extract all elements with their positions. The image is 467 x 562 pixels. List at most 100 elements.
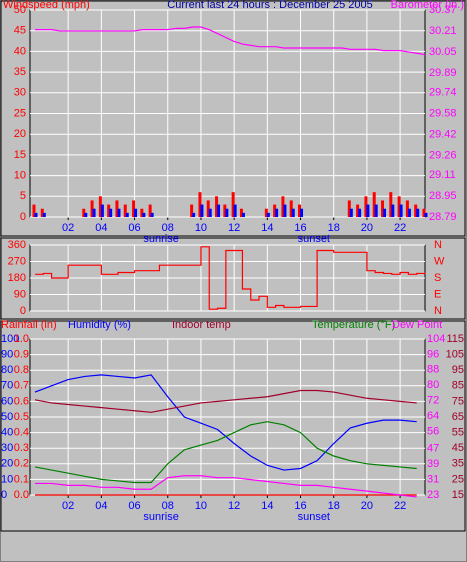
y-tick-label: 0.4: [14, 427, 29, 439]
chart-title: Current last 24 hours : December 25 2005: [167, 0, 372, 11]
bar: [391, 204, 395, 217]
y-tick-label: 180: [8, 272, 26, 284]
y-tick-label: 104: [427, 333, 445, 345]
series-line: [34, 246, 426, 310]
y-tick-label: 29.42: [429, 128, 457, 140]
bar: [123, 204, 127, 217]
x-tick-label: 06: [128, 500, 140, 512]
x-tick-label: 18: [328, 500, 340, 512]
x-tick-label: 22: [394, 222, 406, 234]
bar: [150, 212, 154, 217]
y-tick-label: 85: [452, 380, 464, 392]
bar: [358, 208, 362, 217]
y-tick-label: 25: [452, 473, 464, 485]
y-tick-label: 47: [427, 443, 439, 455]
y-tick-label: 80: [1, 364, 13, 376]
x-tick-label: 22: [394, 500, 406, 512]
bar: [389, 192, 393, 217]
y-tick-label: 0: [1, 489, 7, 501]
x-tick-label: 10: [195, 222, 207, 234]
y-tick-label: 90: [14, 288, 26, 300]
bar: [264, 208, 268, 217]
y-tick-label: 40: [1, 427, 13, 439]
bar: [206, 200, 210, 217]
y-tick-label: N: [434, 239, 442, 251]
bar: [148, 204, 152, 217]
legend-label: Barometer (in.): [391, 0, 464, 11]
bar: [383, 208, 387, 217]
legend-label: Temperature (°F): [312, 319, 395, 331]
series-line: [34, 475, 417, 498]
y-tick-label: 0.9: [14, 349, 29, 361]
bar: [200, 204, 204, 217]
bar: [82, 208, 86, 217]
y-tick-label: 70: [1, 380, 13, 392]
bar: [349, 208, 353, 217]
y-tick-label: 75: [452, 395, 464, 407]
bar: [405, 200, 409, 217]
bar: [241, 212, 245, 217]
y-tick-label: 0: [20, 211, 26, 223]
y-tick-label: 115: [446, 333, 464, 345]
bar: [192, 212, 196, 217]
bar: [414, 204, 418, 217]
bar: [215, 196, 219, 217]
y-tick-label: 56: [427, 425, 439, 437]
y-tick-label: 40: [14, 45, 26, 57]
bar: [381, 200, 385, 217]
legend-label: Windspeed (mph): [3, 0, 90, 11]
y-tick-label: 0.8: [14, 364, 29, 376]
bar: [407, 208, 411, 217]
bar: [117, 208, 121, 217]
y-tick-label: 270: [8, 255, 26, 267]
x-tick-label: 10: [195, 500, 207, 512]
bar: [208, 208, 212, 217]
bar: [422, 208, 426, 217]
y-tick-label: 105: [446, 349, 464, 361]
x-tick-label: 12: [228, 500, 240, 512]
legend-label: Dew Point: [392, 319, 442, 331]
y-tick-label: 360: [8, 239, 26, 251]
bar: [283, 204, 287, 217]
y-tick-label: 30.21: [429, 25, 457, 37]
bar: [266, 212, 270, 217]
panel-frame: [0, 0, 466, 237]
bar: [115, 200, 119, 217]
y-tick-label: 10: [1, 473, 13, 485]
bar: [84, 212, 88, 217]
bar: [100, 204, 104, 217]
y-tick-label: 28.79: [429, 211, 457, 223]
series-line: [34, 389, 417, 413]
bar: [347, 200, 351, 217]
annotation: sunrise: [143, 511, 178, 523]
bar: [32, 204, 36, 217]
y-tick-label: 25: [14, 107, 26, 119]
bar: [190, 204, 194, 217]
bar: [198, 192, 202, 217]
y-tick-label: 5: [20, 190, 26, 202]
y-tick-label: 0.7: [14, 380, 29, 392]
bar: [374, 204, 378, 217]
bar: [356, 204, 360, 217]
bar: [142, 212, 146, 217]
bar: [34, 212, 38, 217]
bar: [239, 208, 243, 217]
panel-frame: [0, 237, 466, 320]
y-tick-label: 15: [452, 489, 464, 501]
x-tick-label: 04: [95, 222, 107, 234]
y-tick-label: 39: [427, 458, 439, 470]
y-tick-label: 30: [14, 87, 26, 99]
bar: [273, 204, 277, 217]
bar: [372, 192, 376, 217]
y-tick-label: 29.89: [429, 67, 457, 79]
y-tick-label: 60: [1, 395, 13, 407]
bar: [140, 208, 144, 217]
y-tick-label: 10: [14, 170, 26, 182]
x-tick-label: 18: [328, 222, 340, 234]
y-tick-label: 90: [1, 349, 13, 361]
bar: [397, 196, 401, 217]
bar: [364, 196, 368, 217]
series-line: [34, 26, 426, 56]
x-tick-label: 12: [228, 222, 240, 234]
y-tick-label: 30.37: [429, 4, 457, 16]
